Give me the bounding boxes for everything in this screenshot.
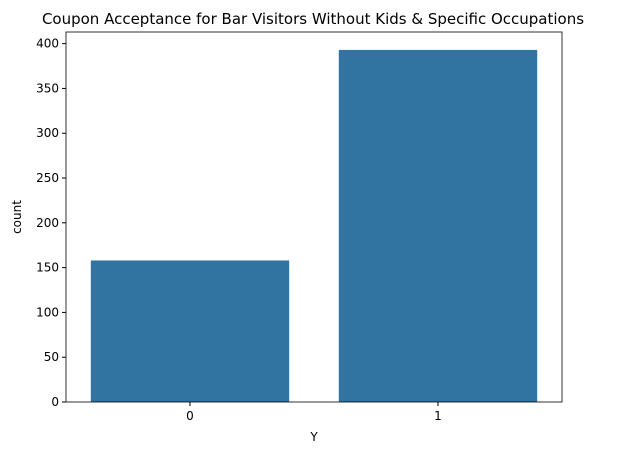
y-axis-label: count xyxy=(10,200,24,234)
x-tick-label-0: 0 xyxy=(186,409,194,423)
y-tick-label-150: 150 xyxy=(36,261,59,275)
x-tick-label-1: 1 xyxy=(434,409,442,423)
y-tick-label-0: 0 xyxy=(51,395,59,409)
chart-title: Coupon Acceptance for Bar Visitors Witho… xyxy=(42,10,584,28)
y-axis: 0 50 100 150 200 250 300 350 400 xyxy=(36,37,66,409)
axes-frame xyxy=(65,31,563,403)
bar-1 xyxy=(338,49,538,403)
y-tick-label-300: 300 xyxy=(36,126,59,140)
plot-area xyxy=(90,49,538,403)
y-tick-label-250: 250 xyxy=(36,171,59,185)
y-tick-label-350: 350 xyxy=(36,81,59,95)
bar-0 xyxy=(90,260,290,402)
x-axis-label: Y xyxy=(309,430,318,444)
y-tick-label-100: 100 xyxy=(36,305,59,319)
y-tick-label-50: 50 xyxy=(44,350,59,364)
y-tick-label-200: 200 xyxy=(36,216,59,230)
y-tick-label-400: 400 xyxy=(36,37,59,51)
